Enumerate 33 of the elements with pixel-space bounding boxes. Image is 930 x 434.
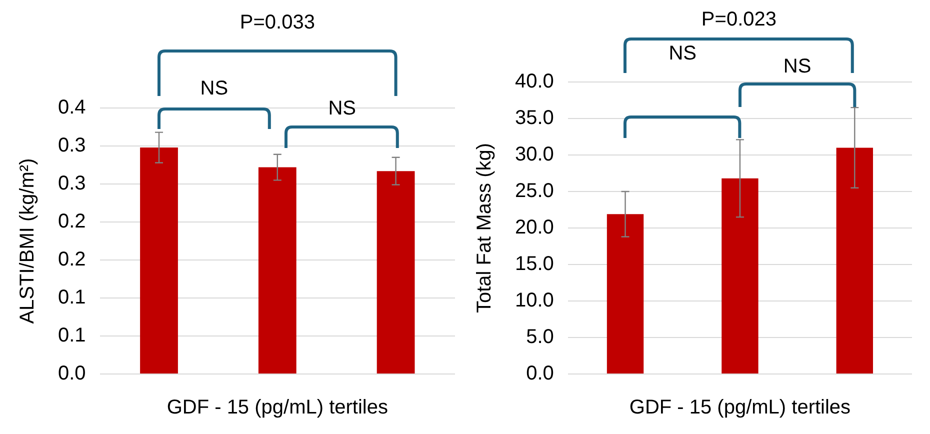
text: NS [783, 56, 812, 78]
y-tick-label: 15.0 [514, 253, 554, 276]
y-tick-label: 0.2 [58, 210, 86, 233]
y-tick-label: 35.0 [514, 107, 554, 130]
x-axis-title: GDF - 15 (pg/mL) tertiles [629, 396, 851, 419]
y-axis-title: ALSTI/BMI (kg/m²) [16, 158, 39, 324]
y-tick-label: 40.0 [514, 70, 554, 93]
text: NS [668, 42, 697, 65]
bar [722, 178, 758, 374]
bar [606, 214, 644, 374]
annotation: NS [328, 98, 356, 120]
y-tick-label: 20.0 [514, 216, 554, 239]
y-tick-label: 0.0 [58, 362, 86, 385]
y-tick-label: 0.4 [58, 96, 86, 119]
y-tick-label: 10.0 [514, 290, 554, 312]
y-tick-label: 5.0 [526, 326, 554, 348]
y-tick-label: 0.0 [526, 362, 554, 385]
bar [836, 148, 874, 374]
text: NS [200, 78, 228, 100]
y-tick-label: 0.1 [58, 324, 86, 347]
x-axis-title: GDF - 15 (pg/mL) tertiles [166, 396, 388, 419]
bar [258, 167, 296, 374]
bar [376, 171, 415, 374]
y-tick-label: 0.3 [58, 172, 86, 195]
bar [140, 148, 178, 374]
text: P=0.033 [240, 12, 315, 34]
y-tick-label: 0.2 [58, 248, 86, 271]
y-tick-label: 30.0 [514, 144, 554, 166]
y-tick-label: 25.0 [514, 180, 554, 202]
text: P=0.023 [701, 8, 776, 31]
y-tick-label: 0.1 [58, 286, 86, 309]
y-axis-title: Total Fat Mass (kg) [474, 142, 496, 314]
y-tick-label: 0.3 [58, 134, 86, 157]
